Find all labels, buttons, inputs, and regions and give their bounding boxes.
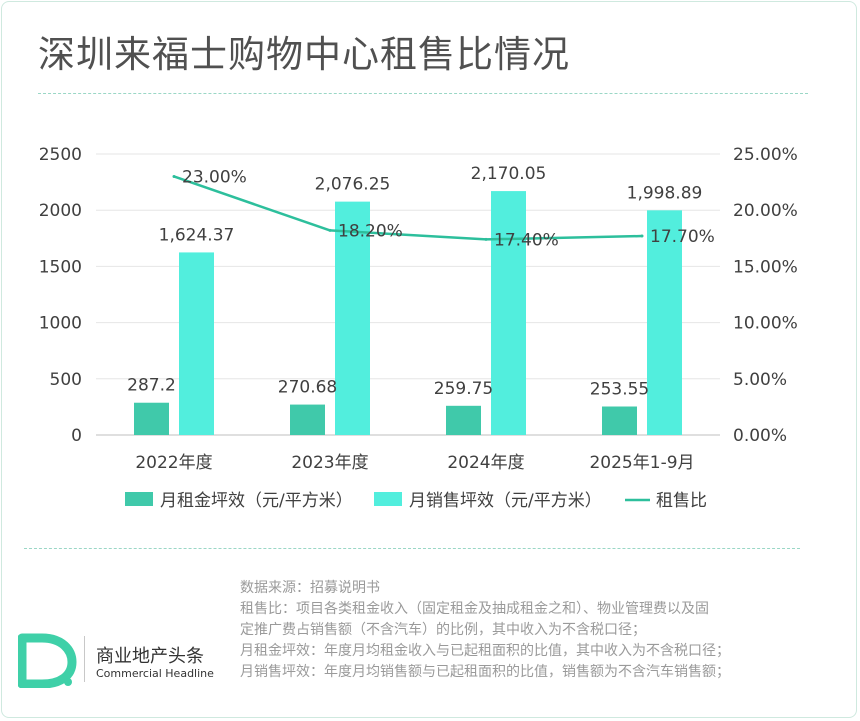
x-tick-label: 2025年1-9月 — [589, 453, 694, 473]
legend-label-rent-sales-ratio: 租售比 — [656, 491, 707, 511]
y-left-tick-label: 1500 — [39, 257, 82, 277]
footnotes: 数据来源：招募说明书 租售比：项目各类租金收入（固定租金及抽成租金之和）、物业管… — [240, 578, 800, 683]
y-right-tick-label: 20.00% — [733, 201, 798, 221]
data-label-rent-sales-ratio: 23.00% — [182, 167, 247, 187]
legend-swatch-rent-efficiency — [125, 492, 153, 506]
logo-name-en: Commercial Headline — [96, 667, 214, 680]
data-label-rent-efficiency: 253.55 — [590, 380, 649, 400]
bar-rent-efficiency — [134, 402, 169, 435]
logo-name-cn: 商业地产头条 — [96, 646, 204, 667]
data-label-rent-efficiency: 287.2 — [127, 376, 176, 396]
bar-sales-efficiency — [491, 191, 526, 435]
bar-rent-efficiency — [602, 406, 637, 435]
note-source: 数据来源：招募说明书 — [240, 580, 380, 596]
data-label-rent-sales-ratio: 17.70% — [650, 227, 715, 247]
x-tick-label: 2024年度 — [447, 453, 524, 473]
legend-label-rent-efficiency: 月租金坪效（元/平方米） — [160, 491, 353, 511]
point-rent-sales-ratio — [640, 234, 644, 238]
y-left-tick-label: 2500 — [39, 145, 82, 165]
point-rent-sales-ratio — [328, 228, 332, 232]
y-left-tick-label: 0 — [71, 426, 82, 446]
x-tick-label: 2023年度 — [291, 453, 368, 473]
note-sales-efficiency: 月销售坪效：年度月均销售额与已起租面积的比值，销售额为不含汽车销售额； — [240, 664, 730, 680]
note-ratio-cont: 定推广费占销售额（不含汽车）的比例，其中收入为不含税口径； — [240, 622, 646, 638]
top-divider — [38, 93, 808, 94]
bar-sales-efficiency — [335, 201, 370, 435]
rent-sales-ratio-chart: 0 500 1000 1500 2000 2500 0.00% 5.00% 10.00% 15.0… — [39, 145, 798, 511]
data-label-rent-sales-ratio: 18.20% — [338, 221, 403, 241]
point-rent-sales-ratio — [172, 174, 176, 178]
data-label-rent-efficiency: 270.68 — [278, 378, 337, 398]
data-label-sales-efficiency: 2,170.05 — [471, 164, 547, 184]
bar-rent-efficiency — [446, 405, 481, 435]
bottom-divider — [24, 548, 800, 549]
logo-separator — [84, 636, 85, 682]
data-label-rent-sales-ratio: 17.40% — [494, 230, 559, 250]
commercial-headline-logo-icon — [18, 633, 77, 688]
data-label-rent-efficiency: 259.75 — [434, 379, 493, 399]
bar-rent-efficiency — [290, 404, 325, 435]
data-label-sales-efficiency: 2,076.25 — [315, 175, 391, 195]
legend-swatch-sales-efficiency — [374, 492, 402, 506]
legend-label-sales-efficiency: 月销售坪效（元/平方米） — [409, 491, 602, 511]
data-label-sales-efficiency: 1,624.37 — [159, 225, 235, 245]
y-right-tick-label: 10.00% — [733, 314, 798, 334]
page-title: 深圳来福士购物中心租售比情况 — [38, 33, 570, 76]
y-right-tick-label: 5.00% — [733, 370, 787, 390]
bar-sales-efficiency — [647, 210, 682, 435]
y-left-tick-label: 2000 — [39, 201, 82, 221]
y-left-tick-label: 1000 — [39, 314, 82, 334]
point-rent-sales-ratio — [484, 237, 488, 241]
bar-sales-efficiency — [179, 252, 214, 435]
x-tick-label: 2022年度 — [135, 453, 212, 473]
data-label-sales-efficiency: 1,998.89 — [627, 183, 703, 203]
y-left-tick-label: 500 — [50, 370, 82, 390]
note-rent-efficiency: 月租金坪效：年度月均租金收入与已起租面积的比值，其中收入为不含税口径； — [240, 643, 730, 659]
y-right-tick-label: 0.00% — [733, 426, 787, 446]
y-right-tick-label: 25.00% — [733, 145, 798, 165]
note-ratio: 租售比：项目各类租金收入（固定租金及抽成租金之和）、物业管理费以及固 — [240, 601, 709, 617]
y-right-tick-label: 15.00% — [733, 257, 798, 277]
line-rent-sales-ratio — [173, 175, 643, 241]
